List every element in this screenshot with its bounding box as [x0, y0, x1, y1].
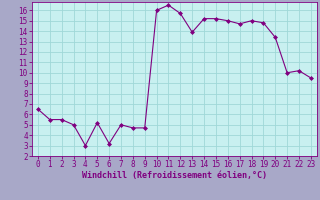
- X-axis label: Windchill (Refroidissement éolien,°C): Windchill (Refroidissement éolien,°C): [82, 171, 267, 180]
